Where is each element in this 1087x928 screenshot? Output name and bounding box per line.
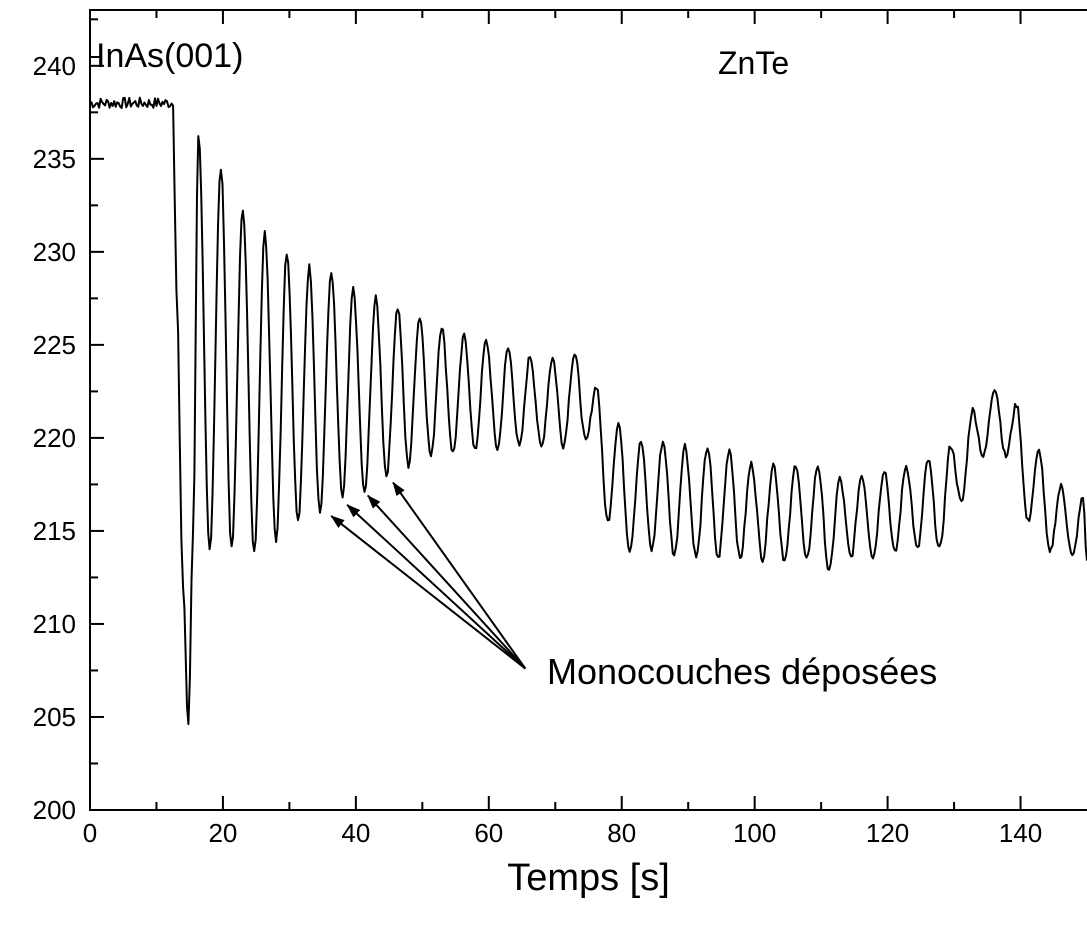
x-tick-label: 20: [208, 818, 237, 848]
y-tick-label: 235: [33, 144, 76, 174]
annotation-arrow: [367, 494, 527, 670]
y-tick-label: 210: [33, 609, 76, 639]
x-tick-label: 80: [607, 818, 636, 848]
x-tick-label: 0: [83, 818, 97, 848]
x-tick-label: 40: [341, 818, 370, 848]
x-tick-label: 140: [999, 818, 1042, 848]
y-tick-label: 200: [33, 795, 76, 825]
y-tick-label: 240: [33, 51, 76, 81]
annotation-monocouches: Monocouches déposées: [547, 651, 937, 692]
plot-frame: [89, 9, 1087, 811]
annotation-arrow: [346, 504, 527, 670]
annotation-inas: InAs(001): [96, 37, 243, 75]
x-tick-label: 120: [866, 818, 909, 848]
x-tick-label: 60: [474, 818, 503, 848]
x-tick-label: 100: [733, 818, 776, 848]
y-tick-label: 225: [33, 330, 76, 360]
annotation-arrow: [330, 515, 526, 670]
annotation-znte: ZnTe: [718, 45, 789, 81]
y-tick-label: 205: [33, 702, 76, 732]
y-tick-label: 220: [33, 423, 76, 453]
y-tick-label: 230: [33, 237, 76, 267]
x-axis-label: Temps [s]: [507, 857, 670, 899]
series-line-0: [89, 96, 1087, 726]
y-tick-label: 215: [33, 516, 76, 546]
annotation-arrow: [392, 481, 527, 670]
